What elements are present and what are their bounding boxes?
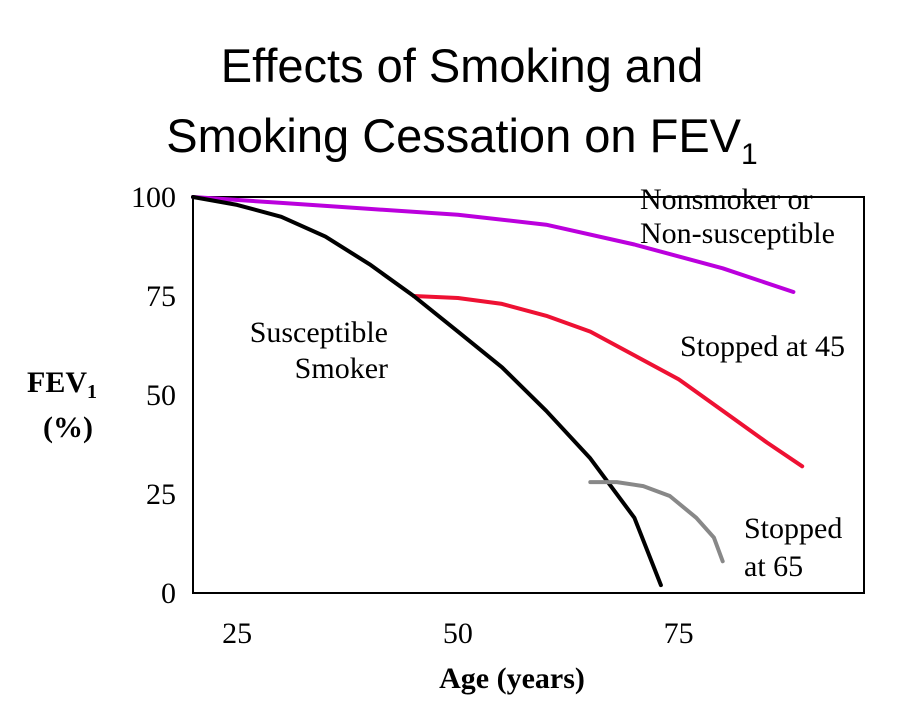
chart-title-line-1: Effects of Smoking and (221, 39, 703, 92)
series-layer (191, 195, 805, 588)
y-axis-label: FEV1 (27, 366, 97, 403)
x-tick-label-25: 25 (222, 617, 252, 650)
y-tick-label-100: 100 (131, 181, 176, 214)
chart-title-line-2: Smoking Cessation on FEV1 (166, 109, 757, 171)
plot-frame (192, 196, 865, 594)
x-tick-label-50: 50 (443, 617, 473, 650)
annotation-nonsmoker-line-2: Non-susceptible (640, 217, 835, 250)
y-axis-label-subscript: 1 (87, 381, 97, 403)
series-line-stopped-at-65 (588, 480, 725, 564)
series-line-stopped-at-45 (411, 294, 805, 469)
y-tick-labels: 100 75 50 25 0 (131, 181, 176, 610)
series-line-susceptible-smoker (191, 195, 663, 588)
chart-title-line-2-subscript: 1 (741, 138, 758, 171)
y-axis-label-main: FEV (27, 366, 87, 399)
annotation-stopped-65-line-1: Stopped (744, 512, 842, 545)
x-axis-label: Age (years) (439, 662, 585, 695)
x-tick-label-75: 75 (664, 617, 694, 650)
chart-title-line-2-main: Smoking Cessation on FEV (166, 109, 741, 162)
annotation-nonsmoker-line-1: Nonsmoker or (640, 183, 812, 216)
y-axis-unit: (%) (43, 411, 93, 444)
x-tick-labels: 25 50 75 (222, 617, 693, 650)
annotation-smoker-line-2: Smoker (295, 352, 388, 385)
annotation-stopped-65-line-2: at 65 (744, 550, 803, 583)
y-tick-label-25: 25 (146, 478, 176, 511)
series-line-nonsmoker-or-non-susceptible (191, 195, 796, 294)
y-tick-label-50: 50 (146, 379, 176, 412)
annotation-smoker-line-1: Susceptible (250, 316, 388, 349)
y-tick-label-0: 0 (161, 577, 176, 610)
annotation-stopped-45: Stopped at 45 (680, 330, 845, 363)
y-tick-label-75: 75 (146, 280, 176, 313)
